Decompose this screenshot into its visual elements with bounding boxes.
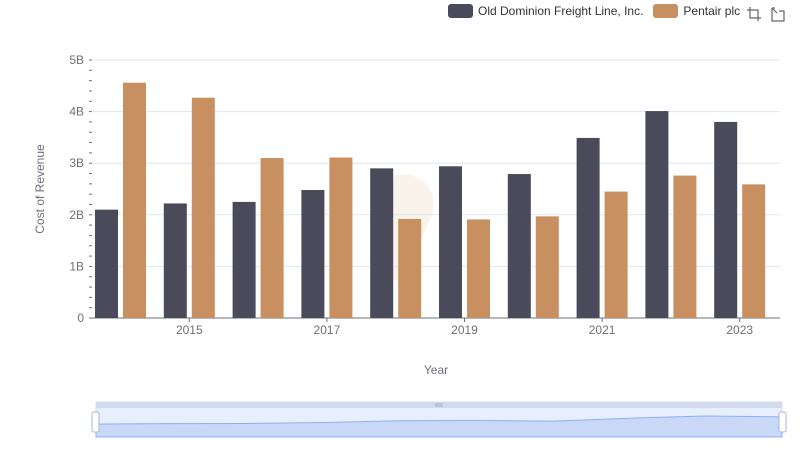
x-tick-label: 2019 [451, 323, 478, 337]
y-tick-label: 2B [69, 208, 84, 222]
toolbox [746, 6, 786, 22]
y-tick-label: 3B [69, 156, 84, 170]
x-tick-label: 2021 [589, 323, 616, 337]
y-tick-label: 0 [77, 311, 84, 325]
bar-pentair-2014[interactable] [123, 82, 146, 318]
legend-item-pentair[interactable]: Pentair plc [653, 4, 740, 18]
bar-old-dominion-2022[interactable] [645, 111, 669, 318]
bar-old-dominion-2018[interactable] [370, 168, 394, 318]
bar-old-dominion-2014[interactable] [95, 209, 118, 318]
legend-label: Pentair plc [683, 4, 741, 18]
bar-pentair-2021[interactable] [604, 191, 628, 318]
x-tick-label: 2017 [314, 323, 341, 337]
bar-old-dominion-2021[interactable] [576, 137, 600, 318]
bar-pentair-2015[interactable] [191, 97, 215, 318]
bar-old-dominion-2017[interactable] [301, 190, 325, 318]
data-zoom-preview-area [95, 415, 783, 438]
legend-swatch [448, 4, 473, 18]
legend-label: Old Dominion Freight Line, Inc. [478, 4, 644, 18]
bar-old-dominion-2015[interactable] [163, 203, 187, 318]
bar-pentair-2023[interactable] [742, 184, 766, 318]
data-zoom-left-handle[interactable] [91, 411, 100, 433]
y-tick-label: 5B [69, 53, 84, 67]
data-zoom-grip[interactable] [435, 403, 443, 407]
y-axis-title: Cost of Revenue [33, 144, 47, 234]
bar-old-dominion-2020[interactable] [507, 174, 531, 318]
data-zoom-slider[interactable] [91, 401, 787, 438]
bar-old-dominion-2019[interactable] [439, 166, 462, 318]
x-axis: 2015 2017 2019 2021 2023 [92, 317, 780, 337]
bars [95, 82, 766, 318]
bar-pentair-2018[interactable] [398, 218, 422, 318]
bar-pentair-2019[interactable] [467, 219, 490, 318]
restore-icon[interactable] [770, 6, 786, 22]
bar-pentair-2022[interactable] [673, 175, 697, 318]
bar-pentair-2016[interactable] [260, 158, 284, 318]
y-axis: 0 1B 2B 3B 4B 5B [69, 53, 92, 325]
bar-old-dominion-2016[interactable] [232, 201, 256, 318]
x-tick-label: 2015 [176, 323, 203, 337]
data-zoom-right-handle[interactable] [778, 411, 787, 433]
y-tick-label: 1B [69, 259, 84, 273]
bar-pentair-2017[interactable] [329, 157, 353, 318]
legend: Old Dominion Freight Line, Inc. Pentair … [448, 4, 750, 18]
bar-old-dominion-2023[interactable] [714, 121, 738, 318]
bar-pentair-2020[interactable] [535, 216, 559, 318]
legend-swatch [653, 4, 679, 18]
zoom-icon[interactable] [746, 6, 762, 22]
legend-item-old-dominion[interactable]: Old Dominion Freight Line, Inc. [448, 4, 643, 18]
y-tick-label: 4B [69, 105, 84, 119]
x-tick-label: 2023 [726, 323, 753, 337]
x-axis-title: Year [424, 363, 448, 377]
